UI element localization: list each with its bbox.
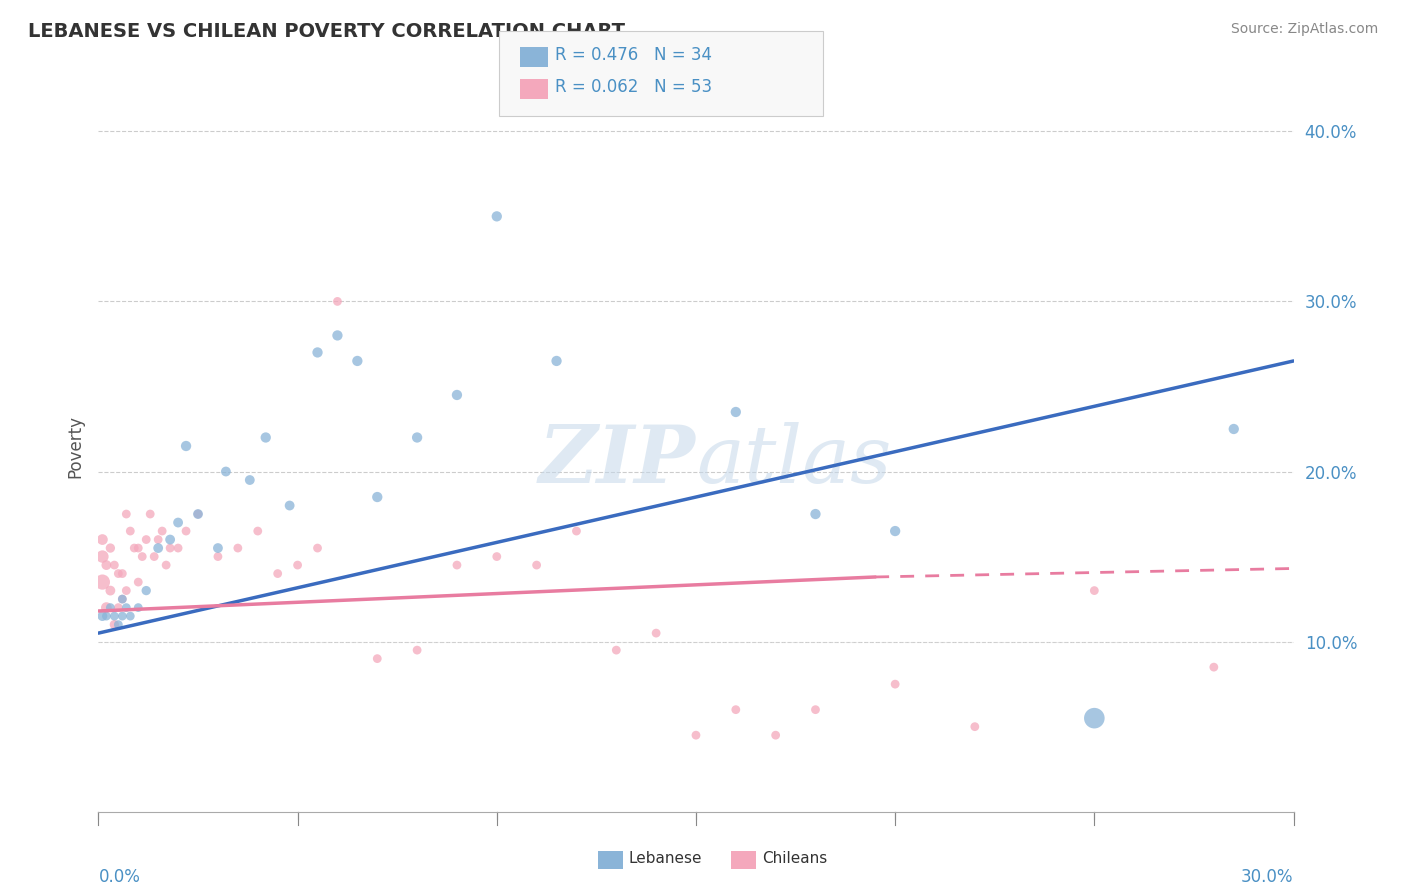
Point [159,541,181,555]
Point [963,720,986,734]
Point [215,465,238,479]
Point [485,210,508,224]
Point [155,558,177,572]
Point [645,626,668,640]
Point [127,575,149,590]
Point [96,558,118,572]
Point [148,533,170,547]
Text: 30.0%: 30.0% [1241,868,1294,886]
Point [546,354,568,368]
Point [239,473,262,487]
Point [98,583,122,598]
Point [120,609,142,624]
Text: ZIP: ZIP [538,422,696,500]
Point [765,728,787,742]
Point [565,524,588,538]
Point [366,651,388,665]
Text: R = 0.476   N = 34: R = 0.476 N = 34 [555,46,713,64]
Point [884,677,907,691]
Point [135,533,157,547]
Point [139,507,162,521]
Point [526,558,548,572]
Point [120,524,142,538]
Text: 0.0%: 0.0% [98,868,141,886]
Point [98,600,122,615]
Point [207,541,229,555]
Point [1202,660,1225,674]
Point [346,354,368,368]
Point [724,703,747,717]
Text: Chileans: Chileans [762,852,827,866]
Point [267,566,290,581]
Point [124,541,146,555]
Point [167,516,190,530]
Point [226,541,249,555]
Point [366,490,388,504]
Point [1083,583,1105,598]
Text: Source: ZipAtlas.com: Source: ZipAtlas.com [1230,22,1378,37]
Point [167,541,190,555]
Point [406,430,429,444]
Point [150,524,173,538]
Point [96,609,118,624]
Point [307,345,329,359]
Point [1222,422,1246,436]
Point [98,541,122,555]
Point [326,328,349,343]
Point [107,617,129,632]
Point [107,600,129,615]
Point [91,549,114,564]
Point [254,430,277,444]
Point [187,507,209,521]
Point [115,600,138,615]
Point [111,566,134,581]
Text: R = 0.062   N = 53: R = 0.062 N = 53 [555,78,713,96]
Point [307,541,329,555]
Point [1083,711,1105,725]
Point [246,524,269,538]
Y-axis label: Poverty: Poverty [66,415,84,477]
Point [485,549,508,564]
Point [131,549,153,564]
Point [174,524,197,538]
Point [159,533,181,547]
Point [91,609,114,624]
Point [724,405,747,419]
Point [115,583,138,598]
Point [127,600,149,615]
Point [91,533,114,547]
Point [127,541,149,555]
Point [91,575,114,590]
Point [884,524,907,538]
Point [143,549,166,564]
Point [107,566,129,581]
Point [804,507,827,521]
Point [446,558,468,572]
Point [278,499,301,513]
Point [148,541,170,555]
Point [111,609,134,624]
Point [103,609,125,624]
Point [406,643,429,657]
Point [111,592,134,607]
Point [111,592,134,607]
Point [174,439,197,453]
Point [187,507,209,521]
Point [685,728,707,742]
Point [135,583,157,598]
Point [96,600,118,615]
Point [115,507,138,521]
Point [605,643,627,657]
Point [446,388,468,402]
Text: atlas: atlas [696,422,891,500]
Point [103,617,125,632]
Point [103,558,125,572]
Text: Lebanese: Lebanese [628,852,702,866]
Text: LEBANESE VS CHILEAN POVERTY CORRELATION CHART: LEBANESE VS CHILEAN POVERTY CORRELATION … [28,22,626,41]
Point [326,294,349,309]
Point [207,549,229,564]
Point [287,558,309,572]
Point [804,703,827,717]
